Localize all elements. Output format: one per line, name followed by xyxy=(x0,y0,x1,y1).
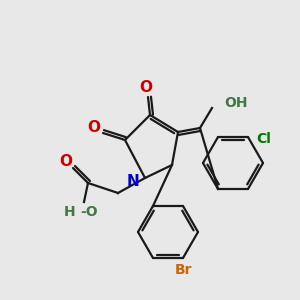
Text: N: N xyxy=(127,173,140,188)
Text: O: O xyxy=(88,119,100,134)
Text: Br: Br xyxy=(174,263,192,277)
Text: -O: -O xyxy=(80,205,98,219)
Text: O: O xyxy=(140,80,152,94)
Text: OH: OH xyxy=(224,96,247,110)
Text: O: O xyxy=(59,154,73,169)
Text: H: H xyxy=(64,205,76,219)
Text: Cl: Cl xyxy=(256,132,271,146)
